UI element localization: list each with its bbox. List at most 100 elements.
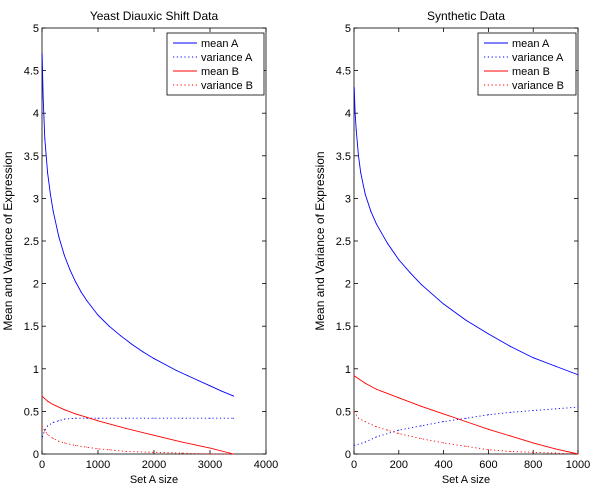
data-point-variance-B-1 <box>108 449 110 451</box>
x-tick-label-2: 600 <box>479 459 497 471</box>
data-point-variance-A-1 <box>181 417 183 419</box>
data-point-mean-A-2 <box>398 259 400 261</box>
data-point-mean-A-1 <box>233 395 235 397</box>
data-point-mean-A-1 <box>58 236 60 238</box>
data-point-variance-B-1 <box>44 430 46 432</box>
y-tick-label-2: 4.5 <box>336 66 351 78</box>
data-point-variance-A-1 <box>233 417 235 419</box>
data-point-mean-B-2 <box>364 382 366 384</box>
data-point-variance-B-2 <box>510 450 512 452</box>
y-tick-label-1: 2.5 <box>24 236 39 248</box>
data-point-variance-A-2 <box>555 408 557 410</box>
y-axis-label-2: Mean and Variance of Expression <box>313 151 327 330</box>
data-point-variance-B-1 <box>153 451 155 453</box>
series-line-variance-A-1 <box>41 417 234 438</box>
data-point-mean-A-2 <box>532 357 534 359</box>
data-point-variance-A-2 <box>577 406 579 408</box>
data-point-mean-A-1 <box>75 281 77 283</box>
data-point-mean-A-2 <box>364 193 366 195</box>
data-point-mean-B-1 <box>75 413 77 415</box>
data-point-mean-A-2 <box>409 272 411 274</box>
data-point-variance-B-1 <box>63 442 65 444</box>
data-point-mean-B-1 <box>41 395 43 397</box>
y-tick-label-2: 0.5 <box>336 406 351 418</box>
data-point-variance-A-2 <box>353 444 355 446</box>
data-point-mean-B-1 <box>153 434 155 436</box>
data-point-mean-A-1 <box>175 370 177 372</box>
data-point-variance-B-2 <box>443 442 445 444</box>
data-point-mean-B-2 <box>555 448 557 450</box>
data-point-variance-B-1 <box>233 453 235 455</box>
data-point-variance-B-1 <box>47 433 49 435</box>
data-point-variance-A-1 <box>209 417 211 419</box>
data-point-variance-B-1 <box>86 446 88 448</box>
data-point-variance-A-1 <box>52 421 54 423</box>
data-point-variance-A-2 <box>398 429 400 431</box>
data-point-mean-A-1 <box>97 314 99 316</box>
data-point-variance-B-2 <box>387 429 389 431</box>
data-point-mean-A-2 <box>353 87 355 89</box>
data-point-mean-A-2 <box>387 243 389 245</box>
x-tick-label-2: 0 <box>351 459 357 471</box>
data-point-mean-A-1 <box>47 172 49 174</box>
data-point-variance-A-1 <box>153 417 155 419</box>
data-point-mean-A-1 <box>220 390 222 392</box>
data-point-variance-B-1 <box>52 438 54 440</box>
x-tick-label-2: 1000 <box>566 459 590 471</box>
data-point-mean-B-2 <box>420 405 422 407</box>
data-point-mean-B-1 <box>63 409 65 411</box>
y-tick-label-1: 5 <box>33 23 39 35</box>
chart-title-1: Yeast Diauxic Shift Data <box>90 9 219 23</box>
data-point-mean-A-2 <box>355 129 357 131</box>
data-point-mean-A-1 <box>209 385 211 387</box>
data-point-variance-B-1 <box>75 444 77 446</box>
data-point-mean-A-1 <box>80 291 82 293</box>
data-point-variance-A-1 <box>86 417 88 419</box>
data-point-mean-B-1 <box>209 447 211 449</box>
data-point-mean-A-2 <box>577 374 579 376</box>
data-point-variance-B-2 <box>398 433 400 435</box>
data-point-variance-B-1 <box>58 440 60 442</box>
data-point-variance-A-1 <box>125 417 127 419</box>
legend-label-mean-A-1: mean A <box>201 38 239 50</box>
data-point-mean-A-2 <box>443 303 445 305</box>
data-point-mean-B-1 <box>125 427 127 429</box>
data-point-mean-A-1 <box>44 138 46 140</box>
data-point-variance-A-2 <box>443 421 445 423</box>
y-tick-label-1: 0 <box>33 449 39 461</box>
data-point-variance-A-2 <box>465 417 467 419</box>
series-line-variance-B-1 <box>41 425 234 455</box>
y-tick-label-1: 1 <box>33 364 39 376</box>
data-point-mean-A-1 <box>119 335 121 337</box>
data-point-mean-A-1 <box>131 343 133 345</box>
y-tick-label-2: 1 <box>345 364 351 376</box>
x-tick-label-1: 0 <box>39 459 45 471</box>
data-point-mean-A-1 <box>42 95 44 97</box>
data-point-variance-A-2 <box>532 410 534 412</box>
y-tick-label-2: 3.5 <box>336 151 351 163</box>
legend-label-variance-B-1: variance B <box>201 80 253 92</box>
legend-label-variance-A-1: variance A <box>201 52 253 64</box>
data-point-mean-A-1 <box>52 210 54 212</box>
series-line-variance-A-2 <box>353 406 579 446</box>
x-tick-label-2: 800 <box>524 459 542 471</box>
data-point-mean-A-1 <box>198 380 200 382</box>
x-axis-label-2: Set A size <box>442 474 490 486</box>
legend-label-variance-A-2: variance A <box>512 52 564 64</box>
data-point-mean-A-2 <box>375 223 377 225</box>
data-point-mean-A-1 <box>108 325 110 327</box>
data-point-mean-A-1 <box>63 254 65 256</box>
data-point-variance-A-2 <box>364 441 366 443</box>
data-point-variance-B-2 <box>353 410 355 412</box>
legend-label-mean-B-1: mean B <box>201 66 239 78</box>
data-point-mean-A-1 <box>49 193 51 195</box>
data-point-variance-A-1 <box>47 425 49 427</box>
data-point-variance-B-2 <box>465 445 467 447</box>
data-point-variance-A-1 <box>41 436 43 438</box>
y-tick-label-2: 4 <box>345 108 351 120</box>
data-point-variance-A-2 <box>375 436 377 438</box>
y-tick-label-2: 2.5 <box>336 236 351 248</box>
y-axis-label-1: Mean and Variance of Expression <box>1 151 15 330</box>
data-point-variance-A-1 <box>58 420 60 422</box>
